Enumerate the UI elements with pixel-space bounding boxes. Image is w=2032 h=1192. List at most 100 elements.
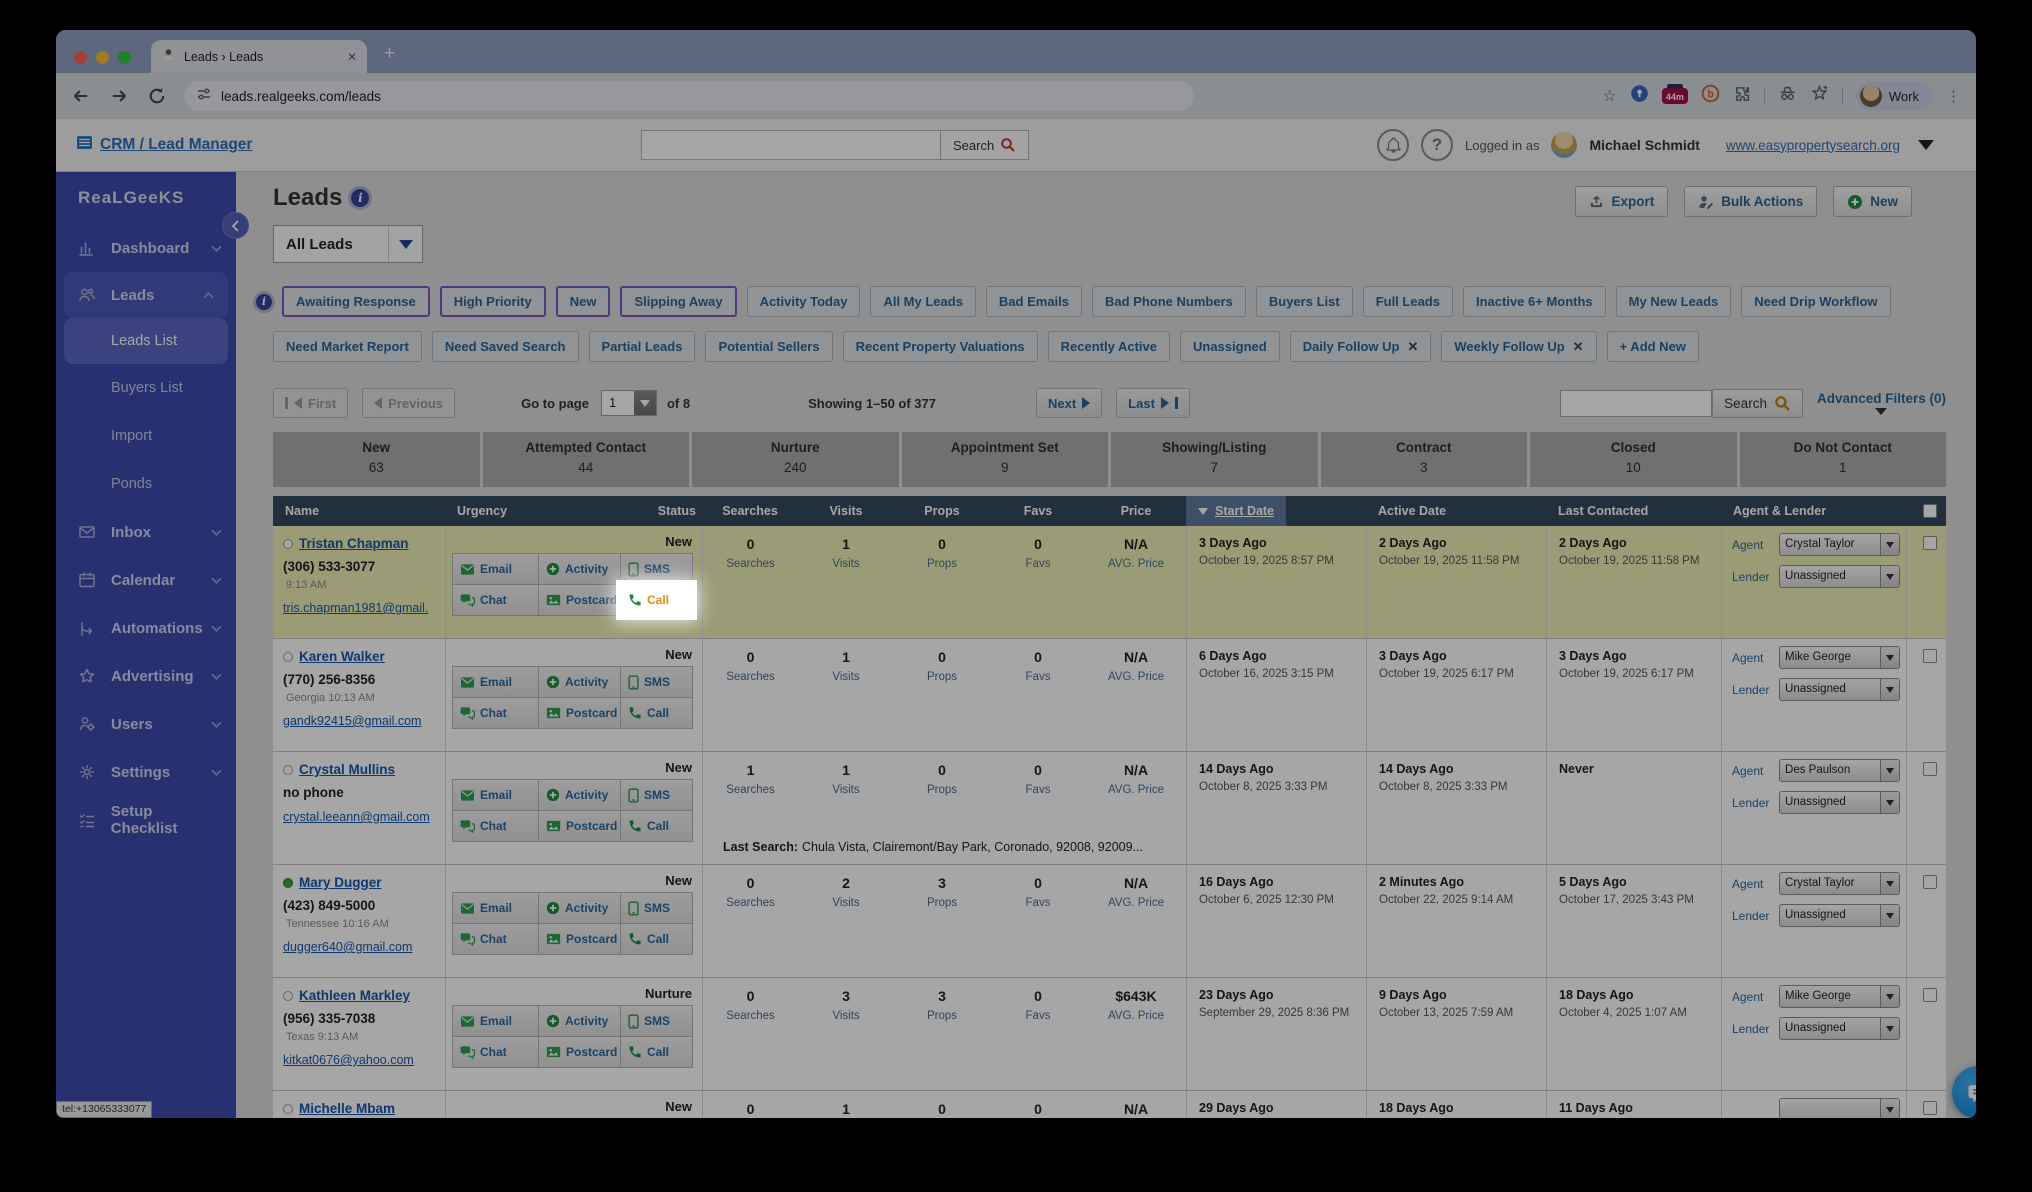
- timer-extension-icon[interactable]: 44m: [1661, 84, 1688, 104]
- activity-button[interactable]: Activity: [538, 553, 621, 585]
- chat-button[interactable]: Chat: [452, 810, 539, 842]
- column-header-agent-lender[interactable]: Agent & Lender: [1721, 496, 1906, 526]
- lender-select[interactable]: Unassigned: [1779, 1017, 1900, 1040]
- advanced-filters-link[interactable]: Advanced Filters (0): [1817, 391, 1946, 415]
- help-icon[interactable]: ?: [1421, 129, 1453, 161]
- status-tab-attempted-contact[interactable]: Attempted Contact 44: [482, 432, 689, 487]
- email-button[interactable]: Email: [452, 666, 539, 698]
- sparkle-star-icon[interactable]: [1810, 84, 1829, 108]
- forward-icon[interactable]: [108, 85, 130, 107]
- email-button[interactable]: Email: [452, 779, 539, 811]
- status-tab-do-not-contact[interactable]: Do Not Contact 1: [1739, 432, 1946, 487]
- sidebar-item-advertising[interactable]: Advertising: [56, 652, 236, 700]
- column-header-favs[interactable]: Favs: [990, 496, 1086, 526]
- column-header-last-contacted[interactable]: Last Contacted: [1546, 496, 1721, 526]
- remove-filter-icon[interactable]: ✕: [1572, 338, 1584, 354]
- sidebar-item-leads-list[interactable]: Leads List: [64, 318, 228, 364]
- sidebar-item-users[interactable]: Users: [56, 700, 236, 748]
- email-button[interactable]: Email: [452, 1005, 539, 1037]
- filter-need-drip-workflow[interactable]: Need Drip Workflow: [1741, 286, 1891, 317]
- column-header-searches[interactable]: Searches: [702, 496, 798, 526]
- sidebar-item-dashboard[interactable]: Dashboard: [56, 224, 236, 272]
- page-select[interactable]: 1: [600, 390, 657, 416]
- postcard-button[interactable]: Postcard: [538, 1036, 621, 1068]
- postcard-button[interactable]: Postcard: [538, 810, 621, 842]
- row-checkbox[interactable]: [1923, 875, 1937, 889]
- filter-unassigned[interactable]: Unassigned: [1180, 331, 1280, 362]
- agent-select[interactable]: Crystal Taylor: [1779, 533, 1900, 556]
- call-button[interactable]: Call: [620, 584, 693, 616]
- crm-home-link[interactable]: CRM / Lead Manager: [100, 136, 253, 153]
- sms-button[interactable]: SMS: [620, 1005, 693, 1037]
- remove-filter-icon[interactable]: ✕: [1407, 338, 1419, 354]
- column-header-status[interactable]: Status: [620, 496, 702, 526]
- close-window-button[interactable]: [74, 51, 87, 64]
- column-header-props[interactable]: Props: [894, 496, 990, 526]
- filter-bad-emails[interactable]: Bad Emails: [985, 286, 1083, 317]
- b-extension-icon[interactable]: b: [1701, 84, 1720, 108]
- site-link[interactable]: www.easypropertysearch.org: [1725, 137, 1900, 153]
- table-search-button[interactable]: Search: [1712, 388, 1803, 418]
- lead-view-select[interactable]: All Leads: [273, 225, 423, 263]
- filter-recent-property-valuations[interactable]: Recent Property Valuations: [842, 331, 1038, 362]
- status-tab-closed[interactable]: Closed 10: [1530, 432, 1737, 487]
- lender-select[interactable]: Unassigned: [1779, 565, 1900, 588]
- chat-button[interactable]: Chat: [452, 1036, 539, 1068]
- activity-button[interactable]: Activity: [538, 666, 621, 698]
- sidebar-item-buyers-list[interactable]: Buyers List: [56, 364, 236, 412]
- activity-button[interactable]: Activity: [538, 779, 621, 811]
- lead-email-link[interactable]: crystal.leeann@gmail.com: [283, 810, 430, 824]
- filter--add-new[interactable]: + Add New: [1606, 331, 1699, 362]
- column-header-urgency[interactable]: Urgency: [445, 496, 620, 526]
- status-tab-showing-listing[interactable]: Showing/Listing 7: [1111, 432, 1318, 487]
- export-button[interactable]: Export: [1575, 186, 1669, 217]
- extensions-puzzle-icon[interactable]: [1733, 85, 1751, 108]
- lead-email-link[interactable]: dugger640@gmail.com: [283, 940, 413, 954]
- tab-close-icon[interactable]: ✕: [346, 49, 357, 64]
- sidebar-item-import[interactable]: Import: [56, 412, 236, 460]
- filter-activity-today[interactable]: Activity Today: [746, 286, 861, 317]
- column-header-active-date[interactable]: Active Date: [1366, 496, 1546, 526]
- lead-email-link[interactable]: kitkat0676@yahoo.com: [283, 1053, 414, 1067]
- sidebar-collapse-button[interactable]: [222, 212, 249, 239]
- lender-select[interactable]: Unassigned: [1779, 791, 1900, 814]
- sidebar-item-setup-checklist[interactable]: Setup Checklist: [56, 796, 236, 844]
- password-manager-icon[interactable]: [1630, 84, 1649, 108]
- bulk-actions-button[interactable]: Bulk Actions: [1684, 186, 1818, 217]
- filter-full-leads[interactable]: Full Leads: [1362, 286, 1453, 317]
- sms-button[interactable]: SMS: [620, 779, 693, 811]
- call-button[interactable]: Call: [620, 810, 693, 842]
- postcard-button[interactable]: Postcard: [538, 584, 621, 616]
- account-dropdown-caret-icon[interactable]: [1918, 140, 1934, 150]
- row-checkbox[interactable]: [1923, 762, 1937, 776]
- row-checkbox[interactable]: [1923, 536, 1937, 550]
- chat-button[interactable]: Chat: [452, 697, 539, 729]
- agent-select[interactable]: Des Paulson: [1779, 759, 1900, 782]
- page-info-icon[interactable]: i: [351, 189, 370, 207]
- lender-select[interactable]: Unassigned: [1779, 678, 1900, 701]
- sidebar-item-calendar[interactable]: Calendar: [56, 556, 236, 604]
- browser-menu-icon[interactable]: ⋮: [1946, 88, 1962, 105]
- row-checkbox[interactable]: [1923, 1101, 1937, 1115]
- filter-need-saved-search[interactable]: Need Saved Search: [431, 331, 579, 362]
- lead-name-link[interactable]: Tristan Chapman: [299, 536, 409, 551]
- previous-page-button[interactable]: Previous: [362, 388, 456, 418]
- lead-name-link[interactable]: Crystal Mullins: [299, 762, 396, 777]
- filter-bad-phone-numbers[interactable]: Bad Phone Numbers: [1092, 286, 1246, 317]
- sidebar-item-leads[interactable]: Leads: [64, 272, 228, 318]
- back-icon[interactable]: [70, 85, 92, 107]
- status-tab-contract[interactable]: Contract 3: [1320, 432, 1527, 487]
- site-settings-icon[interactable]: [196, 86, 212, 107]
- filter-need-market-report[interactable]: Need Market Report: [273, 331, 422, 362]
- filter-buyers-list[interactable]: Buyers List: [1255, 286, 1353, 317]
- last-page-button[interactable]: Last: [1116, 388, 1190, 418]
- bookmark-star-icon[interactable]: ☆: [1602, 88, 1617, 105]
- column-header-price[interactable]: Price: [1086, 496, 1186, 526]
- url-text[interactable]: leads.realgeeks.com/leads: [221, 88, 381, 104]
- lead-name-link[interactable]: Kathleen Markley: [299, 988, 411, 1003]
- filter-recently-active[interactable]: Recently Active: [1047, 331, 1170, 362]
- sidebar-item-automations[interactable]: Automations: [56, 604, 236, 652]
- lead-email-link[interactable]: tris.chapman1981@gmail.: [283, 601, 429, 615]
- email-button[interactable]: Email: [452, 553, 539, 585]
- sms-button[interactable]: SMS: [620, 892, 693, 924]
